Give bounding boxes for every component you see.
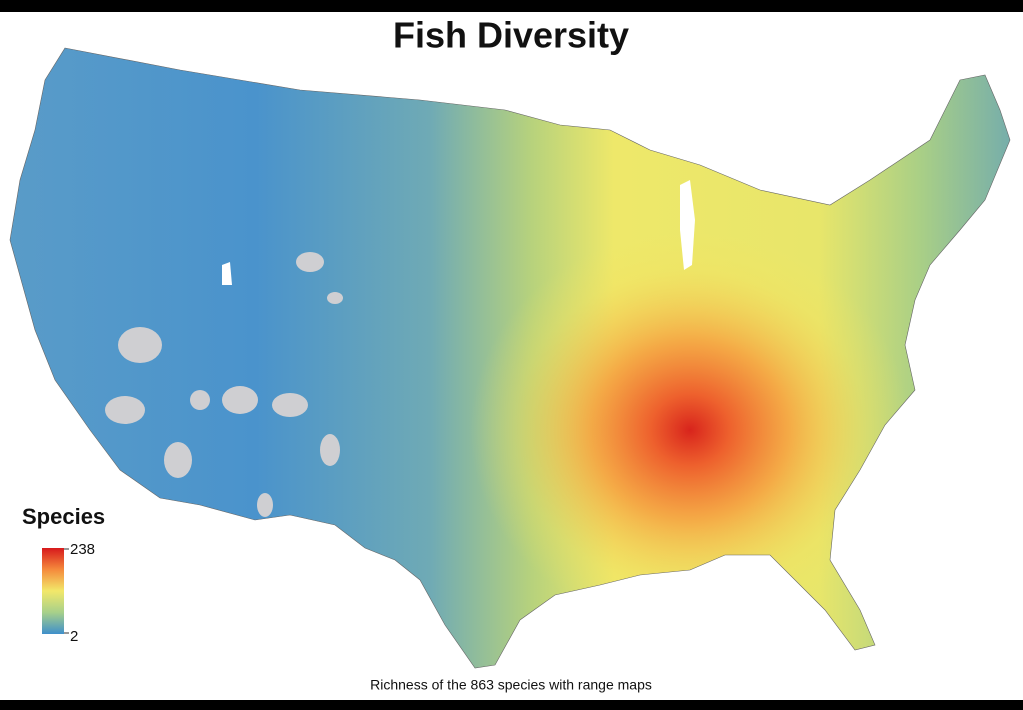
richness-hotspot [460,230,920,630]
legend-min-label: 2 [70,628,78,645]
lake-michigan [680,180,695,270]
map-title: Fish Diversity [393,15,629,56]
legend-max-label: 238 [70,541,95,558]
no-data-areas [105,252,343,517]
legend-colorbar [42,548,64,634]
map-caption: Richness of the 863 species with range m… [370,677,652,693]
great-salt-lake [222,262,232,285]
legend-title: Species [22,504,105,529]
